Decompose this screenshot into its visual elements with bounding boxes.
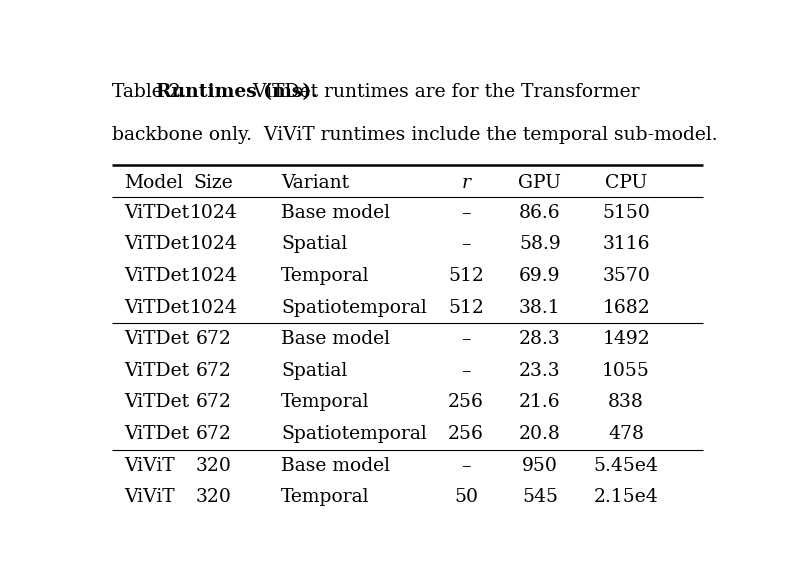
Text: 478: 478 bbox=[608, 425, 644, 443]
Text: r: r bbox=[461, 173, 471, 191]
Text: ViViT: ViViT bbox=[124, 457, 175, 475]
Text: CPU: CPU bbox=[605, 173, 647, 191]
Text: 320: 320 bbox=[196, 457, 231, 475]
Text: ViTDet: ViTDet bbox=[124, 330, 189, 348]
Text: 5150: 5150 bbox=[603, 204, 650, 222]
Text: 1024: 1024 bbox=[189, 235, 237, 253]
Text: 1024: 1024 bbox=[189, 267, 237, 285]
Text: Table 2.: Table 2. bbox=[111, 83, 192, 101]
Text: 5.45e4: 5.45e4 bbox=[594, 457, 658, 475]
Text: Spatiotemporal: Spatiotemporal bbox=[281, 298, 427, 316]
Text: 58.9: 58.9 bbox=[519, 235, 560, 253]
Text: Base model: Base model bbox=[281, 330, 390, 348]
Text: –: – bbox=[461, 204, 471, 222]
Text: Runtimes (ms).: Runtimes (ms). bbox=[156, 83, 318, 101]
Text: 21.6: 21.6 bbox=[519, 394, 560, 412]
Text: ViViT: ViViT bbox=[124, 488, 175, 506]
Text: –: – bbox=[461, 235, 471, 253]
Text: 1492: 1492 bbox=[603, 330, 650, 348]
Text: Temporal: Temporal bbox=[281, 267, 370, 285]
Text: 50: 50 bbox=[454, 488, 478, 506]
Text: 838: 838 bbox=[608, 394, 644, 412]
Text: 672: 672 bbox=[196, 330, 231, 348]
Text: 38.1: 38.1 bbox=[519, 298, 560, 316]
Text: 256: 256 bbox=[448, 425, 484, 443]
Text: 1682: 1682 bbox=[603, 298, 650, 316]
Text: ViTDet: ViTDet bbox=[124, 267, 189, 285]
Text: 20.8: 20.8 bbox=[519, 425, 560, 443]
Text: 512: 512 bbox=[448, 298, 484, 316]
Text: 672: 672 bbox=[196, 362, 231, 380]
Text: backbone only.  ViViT runtimes include the temporal sub-model.: backbone only. ViViT runtimes include th… bbox=[111, 126, 717, 144]
Text: 320: 320 bbox=[196, 488, 231, 506]
Text: 672: 672 bbox=[196, 425, 231, 443]
Text: 3570: 3570 bbox=[603, 267, 650, 285]
Text: ViTDet: ViTDet bbox=[124, 394, 189, 412]
Text: Temporal: Temporal bbox=[281, 394, 370, 412]
Text: 1024: 1024 bbox=[189, 298, 237, 316]
Text: 3116: 3116 bbox=[603, 235, 650, 253]
Text: ViTDet: ViTDet bbox=[124, 298, 189, 316]
Text: 1024: 1024 bbox=[189, 204, 237, 222]
Text: ViTDet: ViTDet bbox=[124, 425, 189, 443]
Text: Spatial: Spatial bbox=[281, 235, 347, 253]
Text: 69.9: 69.9 bbox=[519, 267, 560, 285]
Text: –: – bbox=[461, 330, 471, 348]
Text: 950: 950 bbox=[522, 457, 558, 475]
Text: ViTDet: ViTDet bbox=[124, 204, 189, 222]
Text: Model: Model bbox=[124, 173, 183, 191]
Text: 1055: 1055 bbox=[603, 362, 650, 380]
Text: Base model: Base model bbox=[281, 457, 390, 475]
Text: Spatiotemporal: Spatiotemporal bbox=[281, 425, 427, 443]
Text: 256: 256 bbox=[448, 394, 484, 412]
Text: ViTDet: ViTDet bbox=[124, 235, 189, 253]
Text: Base model: Base model bbox=[281, 204, 390, 222]
Text: Size: Size bbox=[193, 173, 233, 191]
Text: Spatial: Spatial bbox=[281, 362, 347, 380]
Text: Variant: Variant bbox=[281, 173, 349, 191]
Text: 672: 672 bbox=[196, 394, 231, 412]
Text: GPU: GPU bbox=[518, 173, 561, 191]
Text: Temporal: Temporal bbox=[281, 488, 370, 506]
Text: ViTDet runtimes are for the Transformer: ViTDet runtimes are for the Transformer bbox=[247, 83, 640, 101]
Text: –: – bbox=[461, 362, 471, 380]
Text: –: – bbox=[461, 457, 471, 475]
Text: 2.15e4: 2.15e4 bbox=[594, 488, 658, 506]
Text: 28.3: 28.3 bbox=[519, 330, 560, 348]
Text: 23.3: 23.3 bbox=[519, 362, 560, 380]
Text: ViTDet: ViTDet bbox=[124, 362, 189, 380]
Text: 545: 545 bbox=[522, 488, 558, 506]
Text: 512: 512 bbox=[448, 267, 484, 285]
Text: 86.6: 86.6 bbox=[519, 204, 560, 222]
